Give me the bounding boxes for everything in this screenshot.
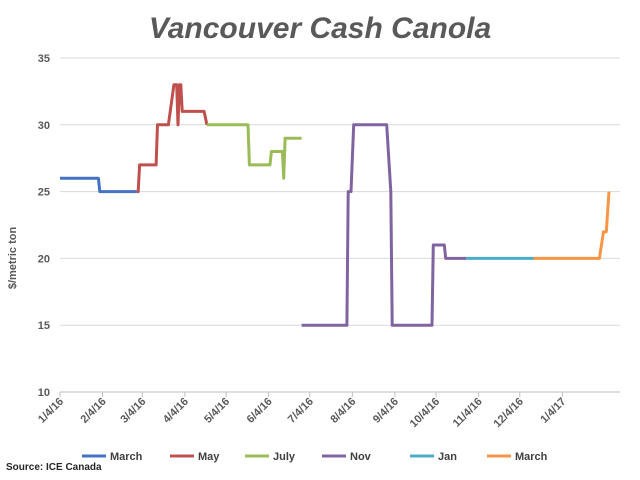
y-tick-label: 30 xyxy=(38,120,50,132)
series-line-nov-3 xyxy=(301,123,467,327)
legend-label: Nov xyxy=(350,451,372,463)
series-line-march-5 xyxy=(533,191,611,260)
x-tick-label: 9/4/16 xyxy=(371,396,401,426)
source-note: Source: ICE Canada xyxy=(6,462,102,473)
chart-title: Vancouver Cash Canola xyxy=(149,12,491,45)
y-tick-label: 20 xyxy=(38,253,50,265)
legend-label: July xyxy=(273,451,296,463)
x-tick-label: 11/4/16 xyxy=(451,396,485,430)
series-line-march-0 xyxy=(60,176,137,194)
series-line-may-1 xyxy=(136,83,209,194)
x-tick-label: 5/4/16 xyxy=(202,396,232,426)
y-tick-label: 25 xyxy=(38,187,50,199)
x-tick-label: 6/4/16 xyxy=(245,396,275,426)
legend: March May July Nov Jan March xyxy=(82,451,548,463)
x-tick-label: 7/4/16 xyxy=(286,396,316,426)
y-tick-label: 10 xyxy=(38,387,50,399)
legend-label: Jan xyxy=(438,451,457,463)
x-tick-label: 1/4/16 xyxy=(36,396,66,426)
grid xyxy=(60,57,620,326)
legend-label: March xyxy=(110,451,143,463)
y-ticks: 10 15 20 25 30 35 xyxy=(38,53,50,399)
x-tick-label: 3/4/16 xyxy=(118,396,148,426)
x-tick-label: 12/4/16 xyxy=(491,396,525,430)
x-tick-label: 1/4/17 xyxy=(538,396,568,426)
x-ticks: 1/4/16 2/4/16 3/4/16 4/4/16 5/4/16 6/4/16 7/4/… xyxy=(36,392,568,430)
y-axis-label: $/metric ton xyxy=(7,227,19,290)
y-tick-label: 15 xyxy=(38,320,50,332)
legend-label: March xyxy=(515,451,548,463)
series-line-july-2 xyxy=(206,123,302,180)
legend-label: May xyxy=(198,451,220,463)
x-tick-label: 2/4/16 xyxy=(79,396,109,426)
x-tick-label: 4/4/16 xyxy=(161,396,191,426)
x-tick-label: 10/4/16 xyxy=(408,396,442,430)
x-tick-label: 8/4/16 xyxy=(328,396,358,426)
series-lines xyxy=(60,83,611,327)
y-tick-label: 35 xyxy=(38,53,50,65)
